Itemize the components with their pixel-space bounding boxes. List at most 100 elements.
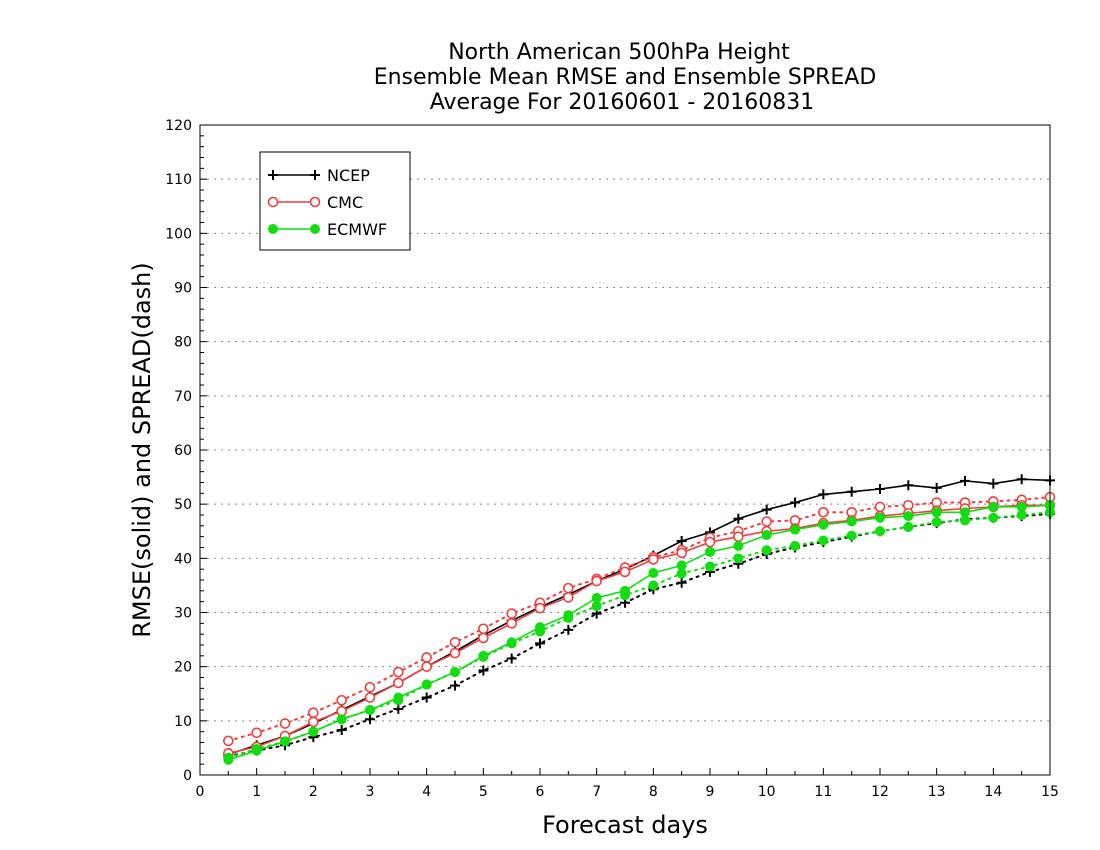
cmc-rmse-point [676,547,687,559]
legend-label-cmc: CMC [327,193,363,212]
y-tick-label: 20 [174,660,192,676]
ncep-rmse-point [676,536,687,546]
cmc-rmse-point [421,661,432,672]
cmc-rmse-point [506,618,517,629]
ncep-spread-point [393,703,404,714]
ecmwf-rmse-point [308,726,319,737]
ecmwf-spread-point [818,535,829,546]
ecmwf-spread-point [960,515,970,526]
legend-label-ecmwf: ECMWF [327,220,387,239]
legend-entry-cmc: CMC [267,193,363,212]
y-tick-label: 110 [165,172,192,188]
ecmwf-rmse-point [506,637,517,648]
x-tick-label: 6 [536,784,545,800]
ecmwf-rmse-point [393,692,404,703]
ecmwf-spread-point [1016,510,1027,520]
x-tick-label: 0 [196,784,205,800]
cmc-rmse-point [733,531,744,542]
ncep-rmse-point [790,497,800,508]
ecmwf-rmse-point [648,567,659,578]
ncep-rmse-point [1016,474,1027,485]
legend-marker-cmc [309,196,321,208]
cmc-spread-point [478,623,489,635]
cmc-rmse-point [308,716,319,728]
ecmwf-spread-point [988,512,999,523]
x-tick-label: 12 [871,784,889,800]
cmc-rmse-point [704,536,716,548]
ecmwf-spread-point [733,553,744,564]
ncep-spread-point [450,680,460,691]
y-axis-label: RMSE(solid) and SPREAD(dash) [128,262,156,638]
ecmwf-rmse-line [228,504,1051,761]
cmc-spread-point [761,516,772,527]
x-tick-label: 1 [252,784,261,800]
y-tick-label: 10 [174,714,192,730]
legend-marker-cmc [267,196,279,208]
cmc-spread-point [336,694,347,706]
ecmwf-rmse-point [280,736,290,747]
cmc-spread-point [449,636,461,648]
ecmwf-rmse-point [620,585,630,596]
title-line-2: Ensemble Mean RMSE and Ensemble SPREAD [374,65,877,90]
ecmwf-spread-point [903,521,914,532]
cmc-rmse-point [449,647,461,659]
ecmwf-rmse-point [903,511,914,522]
legend: NCEP CMC ECMWF [259,151,411,251]
x-tick-label: 15 [1041,784,1059,800]
ecmwf-spread-point [676,568,687,579]
ecmwf-spread-line [227,511,1051,759]
title-line-1: North American 500hPa Height [448,40,790,65]
legend-box [259,151,411,251]
legend-label-ncep: NCEP [327,166,370,185]
y-tick-label: 30 [174,606,192,622]
y-tick-label: 70 [174,389,192,405]
cmc-spread-point [818,506,829,518]
ecmwf-spread-point [591,601,602,611]
chart-title: North American 500hPa Height Ensemble Me… [374,40,877,115]
title-line-3: Average For 20160601 - 20160831 [430,90,815,115]
ecmwf-rmse-point [365,705,375,715]
ncep-spread-point [535,638,545,649]
ncep-spread-line [227,512,1051,758]
cmc-spread-point [874,501,886,513]
cmc-rmse-point [534,602,546,614]
x-axis-label: Forecast days [542,811,708,839]
ncep-rmse-point [818,489,829,500]
ecmwf-spread-point [790,540,800,551]
ecmwf-rmse-point [733,540,744,551]
ecmwf-rmse-point [535,622,545,633]
y-tick-label: 60 [174,443,192,459]
ncep-spread-point [478,665,489,676]
x-tick-label: 10 [758,784,776,800]
ecmwf-rmse-point [931,507,942,518]
cmc-rmse-point [393,677,404,689]
legend-marker-ncep [310,170,320,180]
x-tick-label: 5 [479,784,488,800]
ncep-rmse-point [875,484,885,494]
cmc-spread-point [279,718,291,729]
ncep-rmse-point [960,475,970,486]
ecmwf-rmse-point [563,610,574,621]
legend-entry-ecmwf: ECMWF [268,220,387,239]
ncep-rmse-point [988,478,999,489]
x-tick-label: 2 [309,784,318,800]
ecmwf-rmse-point [875,512,885,523]
ecmwf-spread-point [875,526,885,537]
y-tick-label: 40 [174,551,192,567]
x-tick-label: 4 [422,784,431,800]
ecmwf-rmse-point [705,546,715,557]
ncep-rmse-point [903,480,914,491]
y-tick-label: 100 [165,226,192,242]
ecmwf-rmse-point [450,667,460,678]
cmc-rmse-point [478,632,489,644]
ncep-rmse-point [846,486,857,497]
ncep-rmse-point [733,513,744,524]
ecmwf-rmse-point [846,516,857,527]
legend-entry-ncep: NCEP [268,166,370,185]
cmc-spread-point [506,608,517,619]
series-layer [223,474,1056,765]
ncep-rmse-point [761,504,772,515]
y-tick-label: 90 [174,281,192,297]
cmc-spread-point [563,582,574,594]
